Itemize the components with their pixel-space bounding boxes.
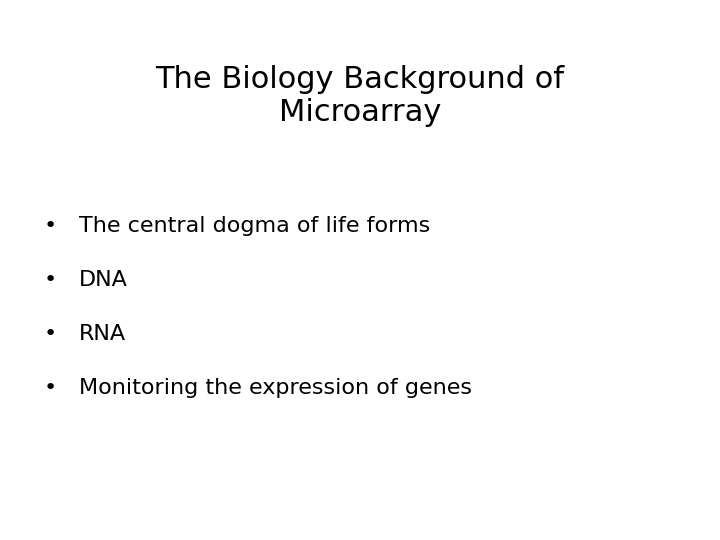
Text: RNA: RNA [79, 324, 126, 344]
Text: •: • [44, 216, 57, 236]
Text: Monitoring the expression of genes: Monitoring the expression of genes [79, 378, 472, 398]
Text: •: • [44, 270, 57, 290]
Text: •: • [44, 324, 57, 344]
Text: The central dogma of life forms: The central dogma of life forms [79, 216, 431, 236]
Text: •: • [44, 378, 57, 398]
Text: The Biology Background of
Microarray: The Biology Background of Microarray [156, 65, 564, 127]
Text: DNA: DNA [79, 270, 128, 290]
